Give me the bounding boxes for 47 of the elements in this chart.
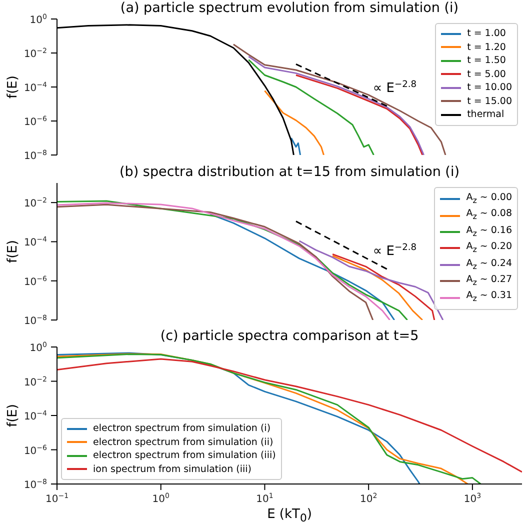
legend-label: A$_{z}$ ~ 0.31 — [466, 289, 512, 306]
y-tick-label: 10$^{−6}$ — [24, 444, 48, 457]
legend-label: A$_{z}$ ~ 0.20 — [466, 240, 512, 256]
y-tick-label: 10$^{−4}$ — [24, 410, 48, 422]
legend-label: t = 1.00 — [467, 27, 506, 40]
legend-label: electron spectrum from simulation (iii) — [93, 449, 276, 462]
chart-title: (a) particle spectrum evolution from simulation (i) — [119, 0, 460, 16]
y-tick-label: 10$^{−6}$ — [24, 115, 48, 128]
chart-title: (b) spectra distribution at t=15 from simulation (i) — [118, 164, 460, 180]
x-tick-label: 10$^{0}$ — [152, 492, 170, 505]
y-axis-title: f(E) — [6, 240, 21, 263]
x-axis-title: E (kT$_{0}$) — [266, 507, 313, 525]
y-tick-label: 10$^{−8}$ — [24, 314, 47, 327]
y-tick-label: 10$^{0}$ — [30, 341, 47, 354]
x-tick-label: 10$^{1}$ — [256, 492, 274, 505]
y-tick-label: 10$^{−2}$ — [24, 47, 47, 60]
x-tick-label: 10$^{2}$ — [360, 492, 378, 505]
y-tick-label: 10$^{−4}$ — [24, 81, 48, 94]
legend-label: electron spectrum from simulation (i) — [93, 422, 271, 436]
y-axis-title: f(E) — [6, 76, 21, 98]
y-tick-label: 10$^{−8}$ — [24, 149, 47, 162]
legend-label: t = 1.50 — [467, 54, 506, 68]
chart-title: (c) particle spectra comparison at t=5 — [159, 328, 420, 344]
y-axis-title: f(E) — [6, 404, 21, 427]
y-tick-label: 10$^{−2}$ — [24, 375, 47, 388]
legend-label: A$_{z}$ ~ 0.16 — [466, 224, 512, 240]
legend-label: thermal — [467, 108, 504, 122]
legend-label: t = 15.00 — [467, 94, 512, 108]
legend-label: ion spectrum from simulation (iii) — [93, 462, 252, 476]
legend-label: A$_{z}$ ~ 0.27 — [466, 272, 512, 289]
x-tick-label: 10$^{3}$ — [464, 492, 482, 505]
legend-label: electron spectrum from simulation (ii) — [93, 436, 274, 449]
legend-label: t = 10.00 — [467, 81, 512, 94]
y-tick-label: 10$^{−4}$ — [24, 236, 48, 249]
line-series — [290, 137, 302, 155]
y-tick-label: 10$^{−8}$ — [24, 478, 47, 491]
y-tick-label: 10$^{0}$ — [30, 13, 47, 26]
series-label: ∝ E$^{−2.8}$ — [372, 243, 417, 260]
legend-label: A$_{z}$ ~ 0.08 — [466, 207, 512, 224]
series-label: ∝ E$^{−2.8}$ — [372, 80, 417, 96]
x-tick-label: 10$^{−1}$ — [45, 492, 69, 505]
legend-label: A$_{z}$ ~ 0.00 — [466, 191, 512, 207]
legend-label: t = 1.20 — [467, 40, 506, 54]
legend-label: A$_{z}$ ~ 0.24 — [466, 256, 512, 272]
y-tick-label: 10$^{−6}$ — [24, 274, 48, 288]
y-tick-label: 10$^{−2}$ — [24, 196, 47, 210]
legend-label: t = 5.00 — [467, 68, 506, 81]
